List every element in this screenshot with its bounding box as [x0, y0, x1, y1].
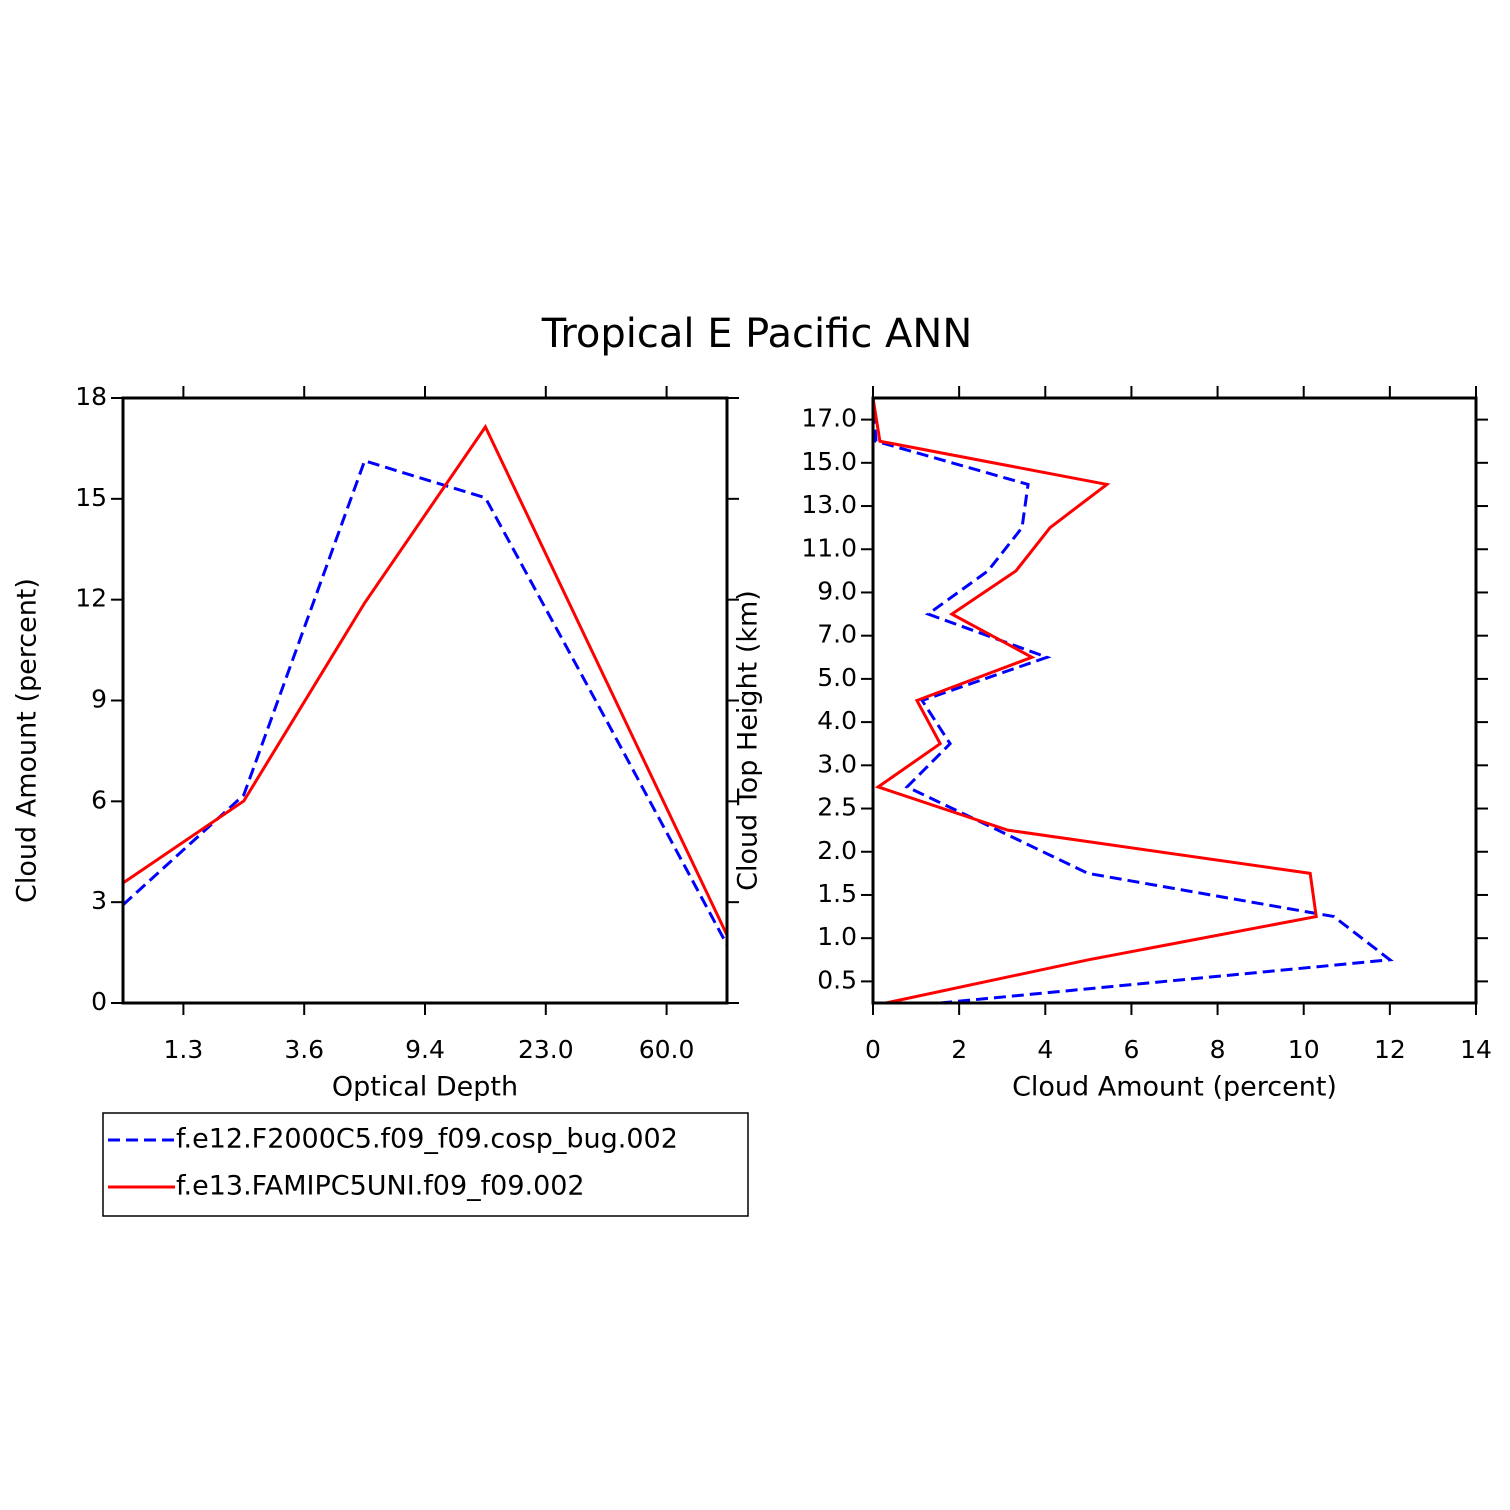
y-tick-label: 0 [91, 987, 107, 1016]
x-axis-label: Optical Depth [332, 1072, 518, 1103]
plot-frame [871, 396, 1478, 1005]
y-axis-label: Cloud Amount (percent) [12, 578, 43, 903]
legend-label: f.e12.F2000C5.f09_f09.cosp_bug.002 [176, 1124, 678, 1155]
x-tick-label: 10 [1288, 1035, 1320, 1064]
series-line [122, 423, 729, 936]
x-tick-label: 12 [1374, 1035, 1406, 1064]
series-line [121, 459, 729, 946]
y-tick-label: 1.0 [817, 922, 857, 951]
x-tick-label: 4 [1037, 1035, 1053, 1064]
y-tick-label: 9.0 [817, 576, 857, 605]
x-tick-label: 1.3 [164, 1035, 204, 1064]
y-tick-label: 0.5 [817, 965, 857, 994]
y-tick-label: 2.5 [817, 793, 857, 822]
y-tick-label: 15.0 [801, 447, 857, 476]
x-tick-label: 14 [1460, 1035, 1492, 1064]
y-axis-label: Cloud Top Height (km) [733, 590, 764, 891]
x-tick-label: 0 [865, 1035, 881, 1064]
x-tick-label: 3.6 [284, 1035, 324, 1064]
x-tick-label: 9.4 [405, 1035, 445, 1064]
y-tick-label: 18 [75, 382, 107, 411]
y-tick-label: 12 [75, 584, 107, 613]
y-tick-label: 4.0 [817, 706, 857, 735]
y-tick-label: 13.0 [801, 490, 857, 519]
x-tick-label: 60.0 [639, 1035, 695, 1064]
y-tick-label: 2.0 [817, 836, 857, 865]
y-tick-label: 15 [75, 483, 107, 512]
x-tick-label: 8 [1210, 1035, 1226, 1064]
y-tick-label: 11.0 [801, 533, 857, 562]
y-tick-label: 1.5 [817, 879, 857, 908]
y-tick-label: 17.0 [801, 404, 857, 433]
figure-title: Tropical E Pacific ANN [541, 311, 972, 357]
y-tick-label: 3 [91, 886, 107, 915]
series-line [871, 397, 1318, 1005]
y-tick-label: 9 [91, 685, 107, 714]
y-tick-label: 7.0 [817, 620, 857, 649]
y-tick-label: 6 [91, 785, 107, 814]
x-tick-label: 2 [951, 1035, 967, 1064]
legend-label: f.e13.FAMIPC5UNI.f09_f09.002 [176, 1171, 585, 1202]
x-axis-label: Cloud Amount (percent) [1012, 1072, 1337, 1103]
y-tick-label: 5.0 [817, 663, 857, 692]
legend-box [102, 1112, 749, 1217]
series-line [871, 397, 1394, 1005]
plot-frame [121, 396, 729, 1005]
y-tick-label: 3.0 [817, 749, 857, 778]
x-tick-label: 6 [1123, 1035, 1139, 1064]
x-tick-label: 23.0 [518, 1035, 574, 1064]
